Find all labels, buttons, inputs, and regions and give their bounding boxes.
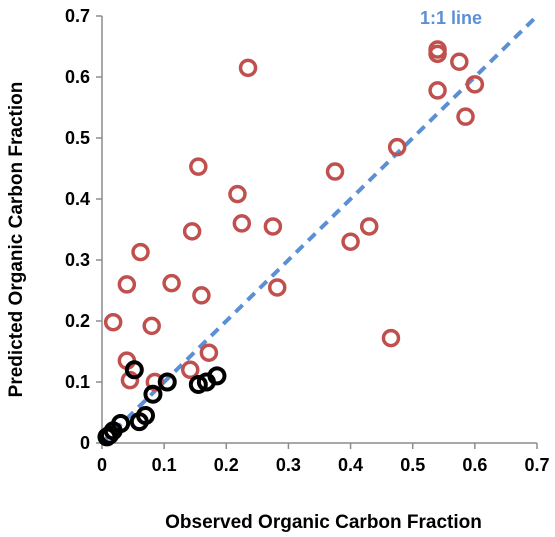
data-point [124,360,144,380]
data-point [228,184,247,204]
data-point [192,286,211,305]
y-tick-label: 0.2 [65,311,90,331]
x-tick-label: 0.2 [214,455,239,475]
data-point [188,374,208,394]
data-point [465,75,485,94]
data-point [267,278,287,297]
data-point [120,370,140,390]
data-point [456,107,475,126]
x-tick-label: 0 [97,455,107,475]
x-tick-label: 0.5 [400,455,425,475]
x-tick-label: 0.7 [524,455,549,475]
data-point [199,343,219,362]
data-point [189,157,208,176]
axes: 0 0.1 0.2 0.3 0.4 0.5 0.6 0.7 0 0.1 0.2 0.3 0.4 0.5 0.… [65,6,550,475]
x-axis-title: Observed Organic Carbon Fraction [165,512,482,533]
x-tick-label: 0.6 [462,455,487,475]
data-point [129,412,149,432]
data-point [238,58,258,78]
data-point [428,44,447,64]
data-point [381,328,401,348]
data-point [196,372,216,392]
y-tick-label: 0.1 [65,372,90,392]
data-point [182,222,202,241]
data-point [131,242,150,262]
data-point [232,214,252,233]
y-tick-label: 0.6 [65,67,90,87]
data-point [428,81,447,100]
y-tick-label: 0.7 [65,6,90,26]
data-point [157,372,177,392]
data-point [263,217,283,236]
one-to-one-line-label: 1:1 line [420,8,482,28]
data-point [341,232,360,251]
reference-line-group: 1:1 line [100,8,539,445]
data-point [142,316,161,336]
y-tick-label: 0.5 [65,128,90,148]
data-point [97,427,117,447]
data-point [387,137,407,157]
y-tick-label: 0 [80,433,90,453]
one-to-one-line [100,14,539,445]
data-point [145,372,165,392]
data-point [325,162,345,181]
data-point [180,360,200,380]
y-tick-label: 0.3 [65,250,90,270]
data-point [162,273,181,293]
data-point [117,275,137,294]
x-tick-label: 0.1 [152,455,177,475]
data-point [143,384,163,404]
y-axis-title: Predicted Organic Carbon Fraction [6,82,27,398]
y-tick-label: 0.4 [65,189,90,209]
data-point [450,52,469,71]
data-points [97,40,485,447]
data-point [359,217,379,236]
x-tick-label: 0.4 [338,455,363,475]
data-point [103,312,123,332]
x-tick-label: 0.3 [276,455,301,475]
